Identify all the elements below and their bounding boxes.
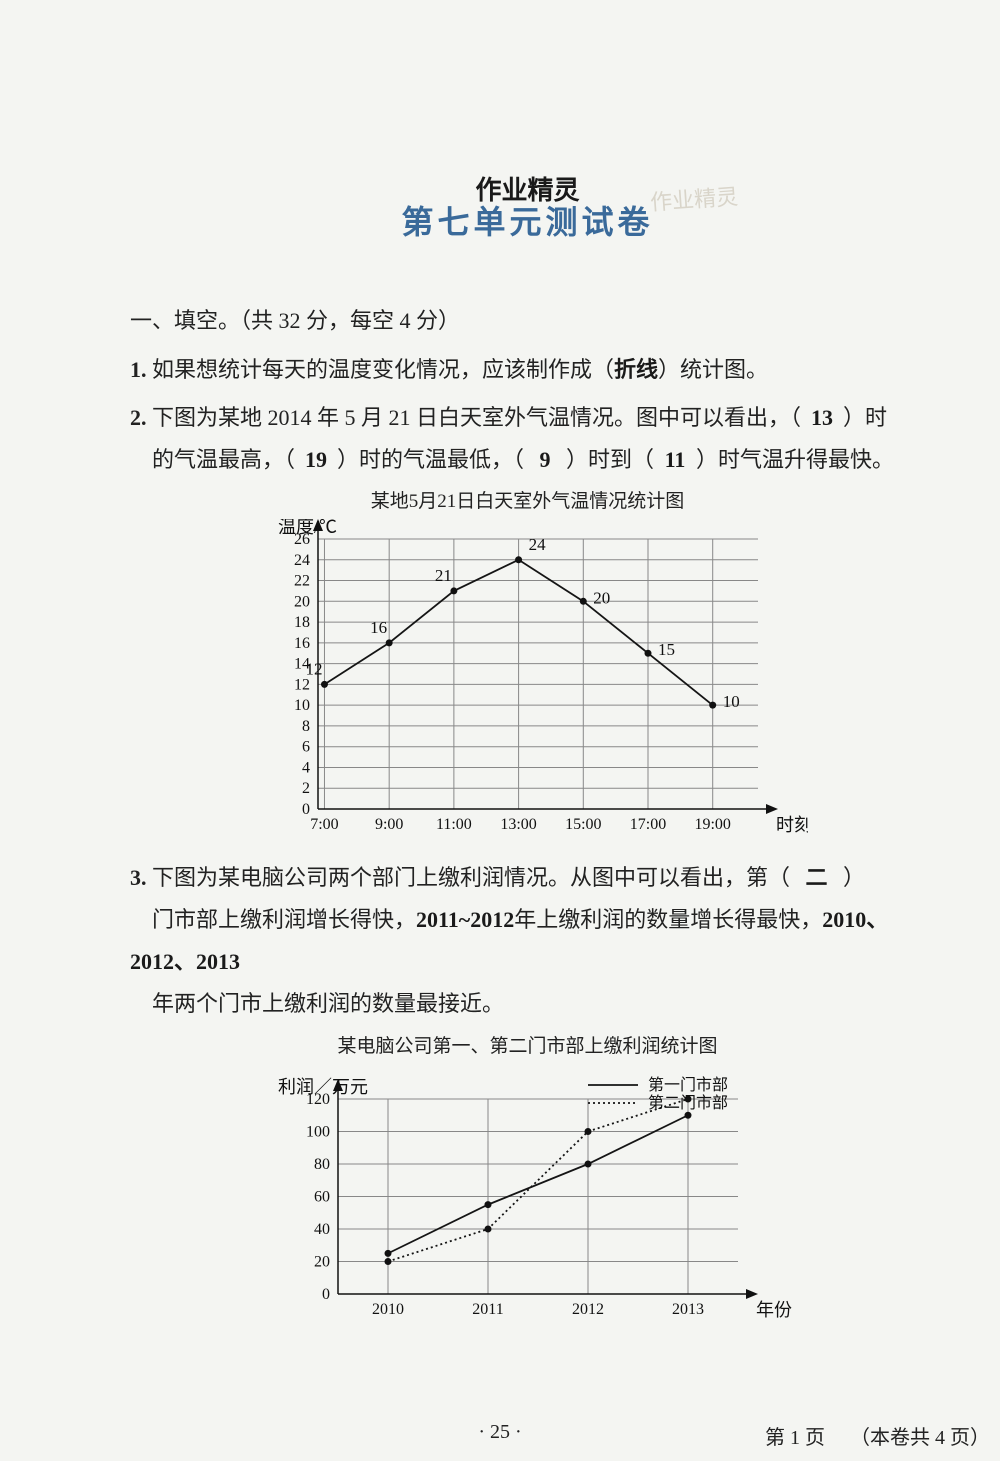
question-3: 3. 下图为某电脑公司两个部门上缴利润情况。从图中可以看出，第（ 二 ） 门市部… xyxy=(130,857,925,1024)
q3-l1a: 下图为某电脑公司两个部门上缴利润情况。从图中可以看出，第（ xyxy=(152,865,790,890)
q2-blank1: 13 xyxy=(801,397,843,439)
svg-text:16: 16 xyxy=(370,618,387,637)
svg-text:40: 40 xyxy=(314,1221,330,1238)
unit-title: 第七单元测试卷 xyxy=(130,197,925,243)
chart-2-title: 某电脑公司第一、第二门市部上缴利润统计图 xyxy=(130,1031,925,1058)
svg-text:80: 80 xyxy=(314,1156,330,1173)
svg-text:22: 22 xyxy=(294,573,310,590)
chart-1-wrap: 某地5月21日白天室外气温情况统计图 024681012141618202224… xyxy=(130,486,925,839)
svg-text:100: 100 xyxy=(306,1123,330,1140)
q3-l3: 年两个门市上缴利润的数量最接近。 xyxy=(152,991,504,1016)
svg-text:2010: 2010 xyxy=(372,1301,404,1318)
svg-text:2011: 2011 xyxy=(472,1301,503,1318)
q3-blank1: 二 xyxy=(796,857,838,899)
svg-text:18: 18 xyxy=(294,614,310,631)
svg-text:15: 15 xyxy=(658,641,675,660)
svg-text:20: 20 xyxy=(314,1253,330,1270)
svg-text:9:00: 9:00 xyxy=(374,816,402,833)
svg-text:0: 0 xyxy=(302,801,310,818)
svg-text:10: 10 xyxy=(722,693,739,712)
svg-text:年份: 年份 xyxy=(756,1300,792,1320)
q3-blank2: 2011~2012 xyxy=(416,907,514,932)
chart-1: 024681012141618202224267:009:0011:0013:0… xyxy=(248,519,808,839)
svg-text:17:00: 17:00 xyxy=(629,816,665,833)
q2-blank2: 19 xyxy=(295,439,337,481)
chart-1-title: 某地5月21日白天室外气温情况统计图 xyxy=(130,486,925,513)
svg-text:6: 6 xyxy=(302,739,310,756)
q2-l2a: 的气温最高，（ xyxy=(152,447,295,472)
q2-l2b: ）时的气温最低，（ xyxy=(337,447,524,472)
footer-page-num: · 25 · xyxy=(478,1421,521,1444)
svg-text:2012: 2012 xyxy=(572,1301,604,1318)
q2-num: 2. xyxy=(130,405,147,430)
q1-num: 1. xyxy=(130,357,147,382)
chart-2: 0204060801001202010201120122013利润／万元年份第一… xyxy=(248,1064,808,1324)
q2-l1b: ）时 xyxy=(843,405,887,430)
q3-l1b: ） xyxy=(843,865,865,890)
svg-text:2: 2 xyxy=(302,781,310,798)
svg-text:0: 0 xyxy=(322,1286,330,1303)
q2-l1a: 下图为某地 2014 年 5 月 21 日白天室外气温情况。图中可以看出，（ xyxy=(152,405,801,430)
title-area: 作业精灵 第七单元测试卷 作业精灵 xyxy=(130,170,925,243)
svg-text:12: 12 xyxy=(305,660,322,679)
q2-blank3: 9 xyxy=(524,439,566,481)
svg-text:24: 24 xyxy=(528,535,546,554)
svg-text:第一门市部: 第一门市部 xyxy=(648,1076,728,1094)
section-1-heading: 一、填空。（共 32 分，每空 4 分） xyxy=(130,303,925,335)
svg-text:时刻: 时刻 xyxy=(776,815,808,835)
svg-text:10: 10 xyxy=(294,698,310,715)
stamp-mark: 作业精灵 xyxy=(649,179,739,217)
svg-text:7:00: 7:00 xyxy=(310,816,338,833)
q3-l2b: 年上缴利润的数量增长得最快， xyxy=(514,907,822,932)
footer-right-a: 第 1 页 xyxy=(765,1427,825,1449)
q2-l2d: ）时气温升得最快。 xyxy=(696,447,894,472)
svg-text:2013: 2013 xyxy=(672,1301,704,1318)
svg-text:20: 20 xyxy=(294,594,310,611)
svg-text:21: 21 xyxy=(434,566,451,585)
q1-text-a: 如果想统计每天的温度变化情况，应该制作成（ xyxy=(152,357,614,382)
chart-2-wrap: 某电脑公司第一、第二门市部上缴利润统计图 0204060801001202010… xyxy=(130,1031,925,1324)
q2-l2c: ）时到（ xyxy=(566,447,654,472)
q2-blank4: 11 xyxy=(654,439,696,481)
q3-l2a: 门市部上缴利润增长得快， xyxy=(152,907,416,932)
svg-text:16: 16 xyxy=(294,635,310,652)
svg-text:4: 4 xyxy=(302,760,310,777)
q1-text-b: ）统计图。 xyxy=(658,357,768,382)
svg-text:24: 24 xyxy=(294,552,310,569)
svg-text:11:00: 11:00 xyxy=(435,816,471,833)
svg-text:19:00: 19:00 xyxy=(694,816,730,833)
svg-text:15:00: 15:00 xyxy=(565,816,601,833)
question-2: 2. 下图为某地 2014 年 5 月 21 日白天室外气温情况。图中可以看出，… xyxy=(130,397,925,481)
q1-blank: 折线 xyxy=(614,349,658,391)
svg-text:利润／万元: 利润／万元 xyxy=(278,1077,368,1097)
svg-text:8: 8 xyxy=(302,718,310,735)
svg-text:60: 60 xyxy=(314,1188,330,1205)
svg-text:20: 20 xyxy=(593,589,610,608)
footer-right-b: （本卷共 4 页） xyxy=(850,1427,990,1449)
svg-text:温度/℃: 温度/℃ xyxy=(278,519,337,537)
question-1: 1. 如果想统计每天的温度变化情况，应该制作成（折线）统计图。 xyxy=(130,349,925,391)
svg-text:12: 12 xyxy=(294,677,310,694)
q3-num: 3. xyxy=(130,865,147,890)
svg-text:13:00: 13:00 xyxy=(500,816,536,833)
